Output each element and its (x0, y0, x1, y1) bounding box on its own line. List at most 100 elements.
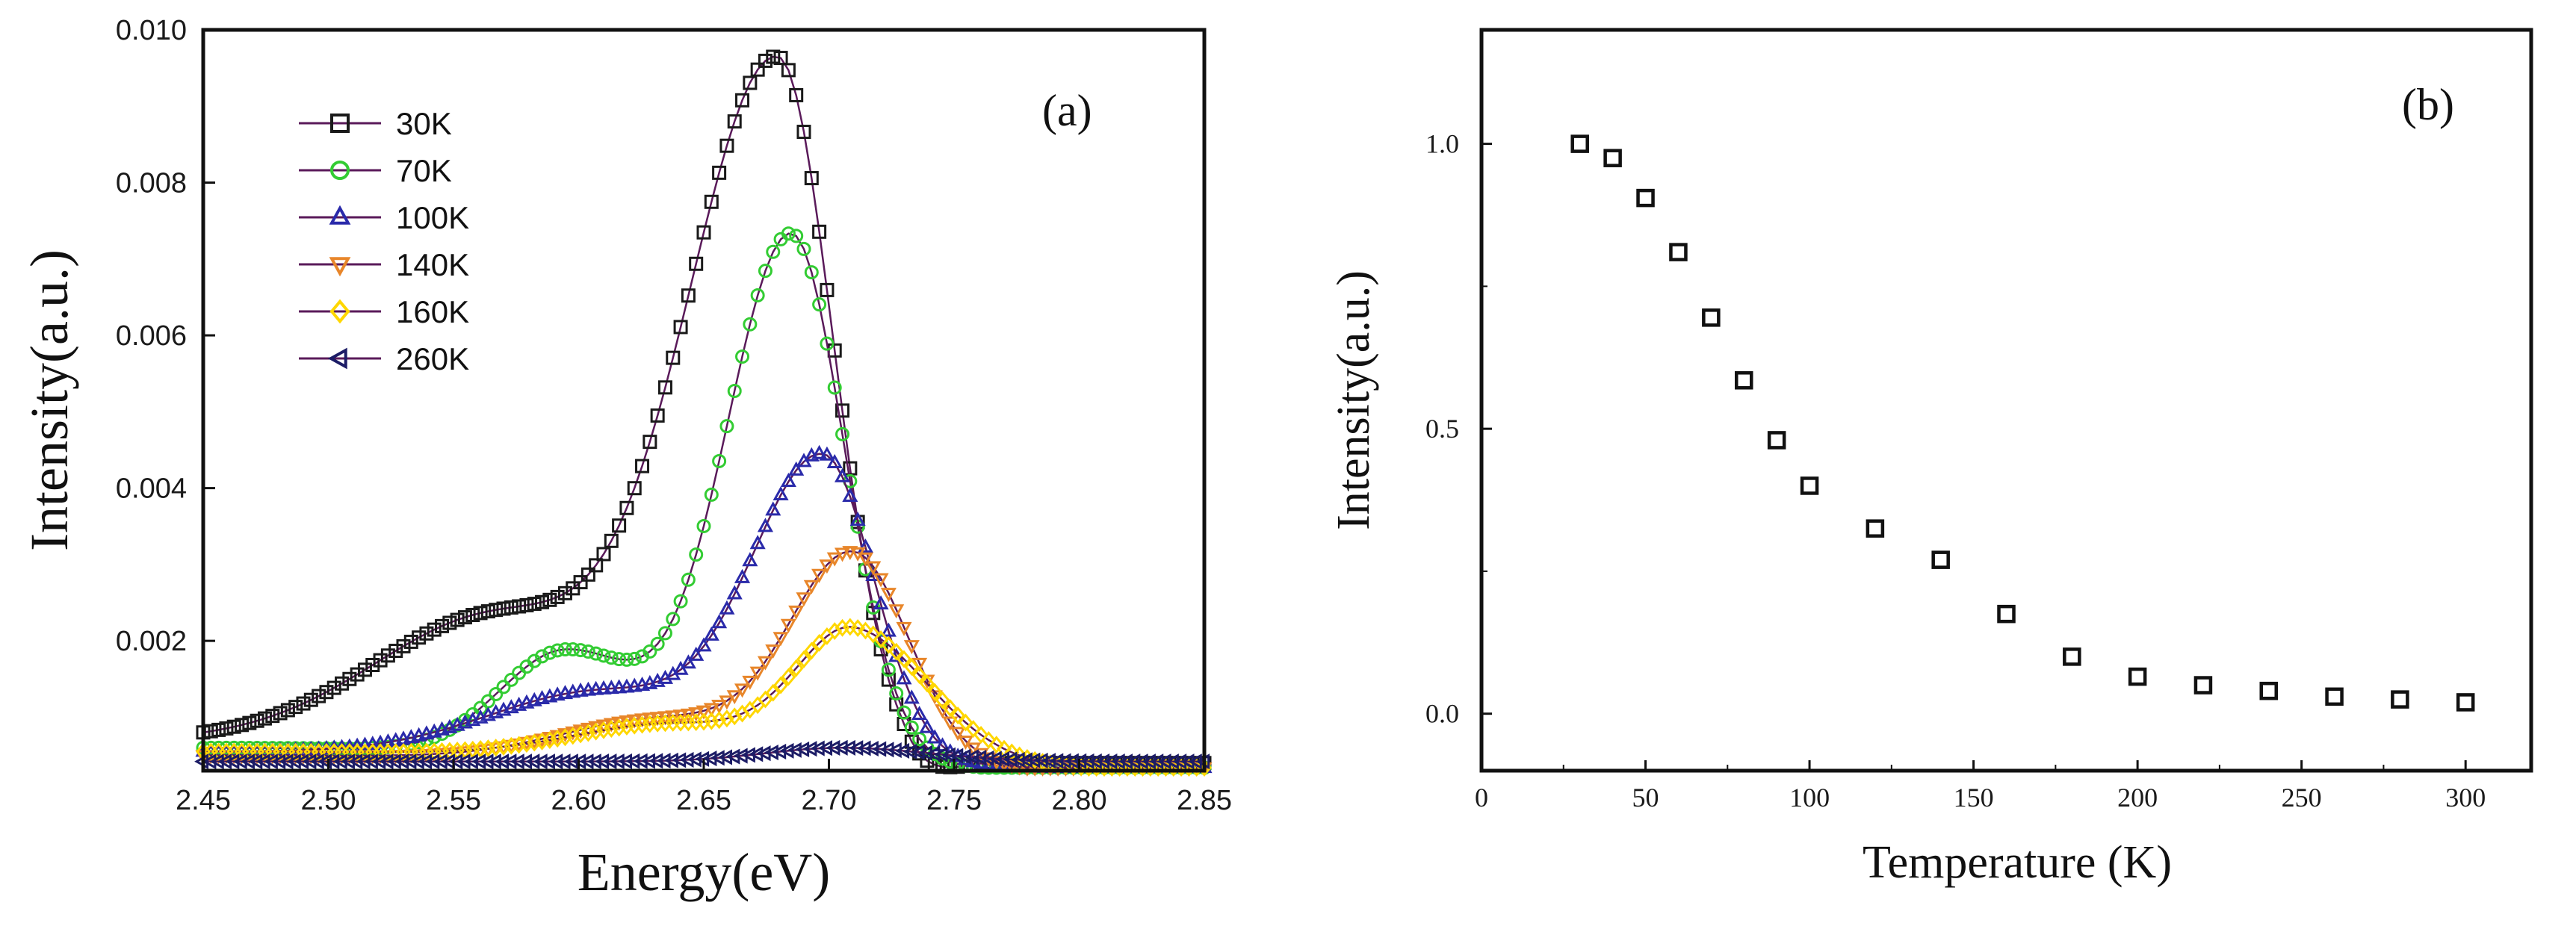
data-point-160K (935, 691, 950, 709)
data-point-260K (518, 754, 533, 770)
data-point-260K (826, 739, 840, 756)
data-point-260K (656, 753, 671, 769)
data-point-100K (911, 706, 928, 720)
data-point-30K (812, 224, 827, 239)
data-point-260K (240, 754, 255, 770)
data-point-70K (557, 641, 572, 656)
data-point-30K (326, 680, 341, 695)
data-point-100K (580, 681, 596, 696)
data-point-260K (618, 753, 633, 769)
data-point-160K (858, 621, 873, 640)
data-point-30K (296, 696, 311, 711)
panel-a-y-tick-label: 0.002 (116, 626, 187, 657)
data-point-30K (796, 125, 811, 140)
data-point-160K (850, 619, 866, 637)
data-point-30K (604, 533, 619, 548)
panel-a-x-tick-label: 2.80 (1052, 785, 1107, 816)
data-point-260K (263, 754, 278, 770)
data-point-260K (1095, 753, 1110, 770)
data-point-140K (703, 703, 719, 718)
data-point-70K (550, 643, 565, 658)
data-point-100K (757, 518, 774, 532)
data-point-30K (627, 481, 642, 496)
data-point-30K (288, 700, 303, 715)
data-point-260K (502, 754, 517, 770)
data-point-260K (1003, 751, 1018, 768)
data-point-30K (512, 599, 527, 614)
data-point-260K (202, 754, 217, 770)
series-160K (196, 618, 1212, 777)
data-point-30K (643, 435, 657, 450)
data-point-260K (563, 754, 578, 770)
data-point-30K (335, 676, 350, 691)
panel-a-x-tick-label: 2.70 (802, 785, 857, 816)
data-point-260K (448, 754, 463, 770)
data-point-70K (566, 641, 580, 656)
data-point-100K (773, 486, 789, 501)
data-point-260K (1126, 754, 1141, 770)
data-point-70K (820, 336, 835, 351)
series-line-140K (203, 550, 1204, 769)
data-point-140K (780, 618, 796, 633)
data-point-70K (904, 720, 919, 735)
data-point-260K (1157, 754, 1171, 770)
panel-a-legend: 30K 70K 100K 140K 160K 260K (299, 106, 469, 376)
data-point-260K (1118, 754, 1133, 770)
panel-b-y-tick-label: 1.0 (1425, 129, 1459, 159)
data-point-260K (579, 754, 594, 770)
data-point-30K (596, 547, 611, 562)
data-point-30K (373, 653, 388, 668)
data-point-70K (750, 288, 765, 302)
panel-b-x-tick-label: 150 (1954, 783, 1994, 813)
data-point-140K (680, 708, 696, 723)
data-point-260K (209, 754, 224, 770)
data-point-100K (880, 622, 897, 637)
data-point-160K (988, 736, 1004, 754)
data-point-260K (302, 754, 317, 770)
data-point-70K (535, 649, 550, 664)
data-point-260K (479, 754, 494, 770)
data-point-260K (1141, 754, 1156, 770)
data-point-70K (681, 572, 696, 587)
data-point-160K (911, 666, 927, 685)
data-point-100K (842, 488, 858, 503)
data-point-260K (433, 754, 448, 770)
data-point-260K (1018, 752, 1033, 768)
data-point-30K (273, 706, 288, 721)
data-point-30K (758, 53, 773, 68)
data-point (2128, 667, 2147, 686)
data-point-260K (456, 754, 471, 770)
data-point-140K (696, 705, 712, 720)
data-point-30K (743, 75, 758, 90)
data-point-100K (857, 538, 874, 553)
legend-marker-30K (330, 114, 350, 133)
data-point-260K (271, 754, 286, 770)
data-point-260K (556, 754, 571, 770)
panel-b-y-axis-title: Intensity(a.u.) (1328, 270, 1379, 530)
data-point-30K (673, 320, 688, 335)
data-point-70K (673, 594, 688, 609)
panel-a-x-tick-label: 2.85 (1177, 785, 1232, 816)
data-point-70K (643, 644, 657, 659)
data-point-160K (888, 642, 904, 661)
series-30K (196, 49, 1212, 774)
data-point-160K (881, 636, 897, 654)
data-point (1997, 604, 2016, 624)
data-point-100K (595, 680, 612, 695)
data-point-160K (904, 658, 920, 677)
data-point-160K (950, 706, 966, 725)
data-point-140K (803, 580, 820, 594)
data-point-260K (332, 754, 347, 770)
data-point-30K (712, 165, 727, 180)
data-point-30K (589, 558, 604, 573)
data-point (1735, 371, 1753, 390)
data-point-260K (409, 754, 424, 770)
data-point-160K (719, 709, 734, 728)
data-point-140K (672, 709, 689, 724)
panel-a-frame (201, 28, 1207, 773)
data-point-140K (888, 604, 905, 619)
data-point-260K (248, 754, 263, 770)
data-point-30K (496, 601, 511, 616)
data-point-260K (1033, 752, 1048, 768)
data-point-160K (981, 731, 997, 749)
